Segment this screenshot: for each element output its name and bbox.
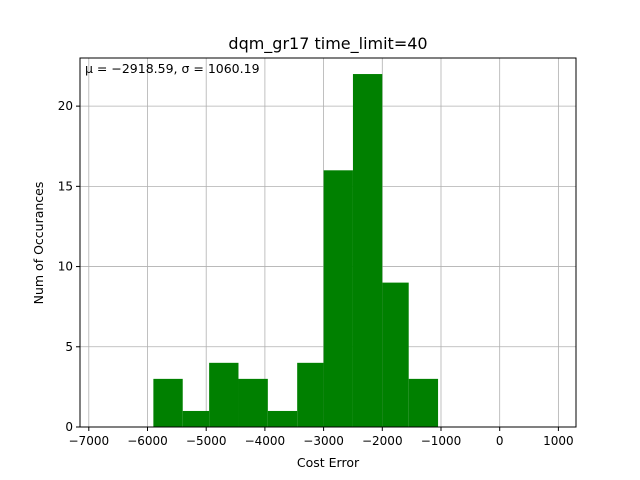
- histogram-bar: [209, 362, 239, 427]
- histogram-bar: [267, 410, 298, 427]
- x-tick-label: −7000: [69, 434, 110, 448]
- x-tick-label: −3000: [303, 434, 344, 448]
- histogram-bar: [297, 362, 324, 427]
- x-tick-label: −2000: [362, 434, 403, 448]
- y-tick-label: 15: [58, 179, 73, 193]
- histogram-bar: [352, 74, 383, 427]
- histogram-bar: [323, 170, 353, 427]
- histogram-bar: [382, 282, 409, 427]
- x-axis-ticks: −7000 −6000 −5000 −4000 −3000 −2000 −1000 0 1000: [69, 427, 574, 448]
- y-axis-label: Num of Occurances: [31, 182, 46, 305]
- chart-title: dqm_gr17 time_limit=40: [228, 34, 427, 54]
- y-tick-label: 5: [65, 340, 73, 354]
- y-axis-ticks: 0 5 10 15 20: [58, 99, 80, 434]
- histogram-bar: [238, 378, 268, 427]
- x-tick-label: −1000: [421, 434, 462, 448]
- histogram-bar: [182, 410, 210, 427]
- axes-frame: [79, 57, 577, 428]
- x-tick-label: −5000: [186, 434, 227, 448]
- x-tick-label: 1000: [543, 434, 574, 448]
- y-tick-label: 10: [58, 260, 73, 274]
- plot-frame: [79, 57, 577, 428]
- x-tick-label: −6000: [127, 434, 168, 448]
- x-tick-label: −4000: [245, 434, 286, 448]
- histogram-bar: [153, 378, 183, 427]
- histogram-bar: [408, 378, 439, 427]
- stats-annotation: μ = −2918.59, σ = 1060.19: [85, 61, 260, 76]
- x-axis-label: Cost Error: [297, 455, 360, 470]
- y-tick-label: 0: [65, 420, 73, 434]
- y-tick-label: 20: [58, 99, 73, 113]
- x-tick-label: 0: [496, 434, 504, 448]
- histogram-bars: [153, 74, 439, 427]
